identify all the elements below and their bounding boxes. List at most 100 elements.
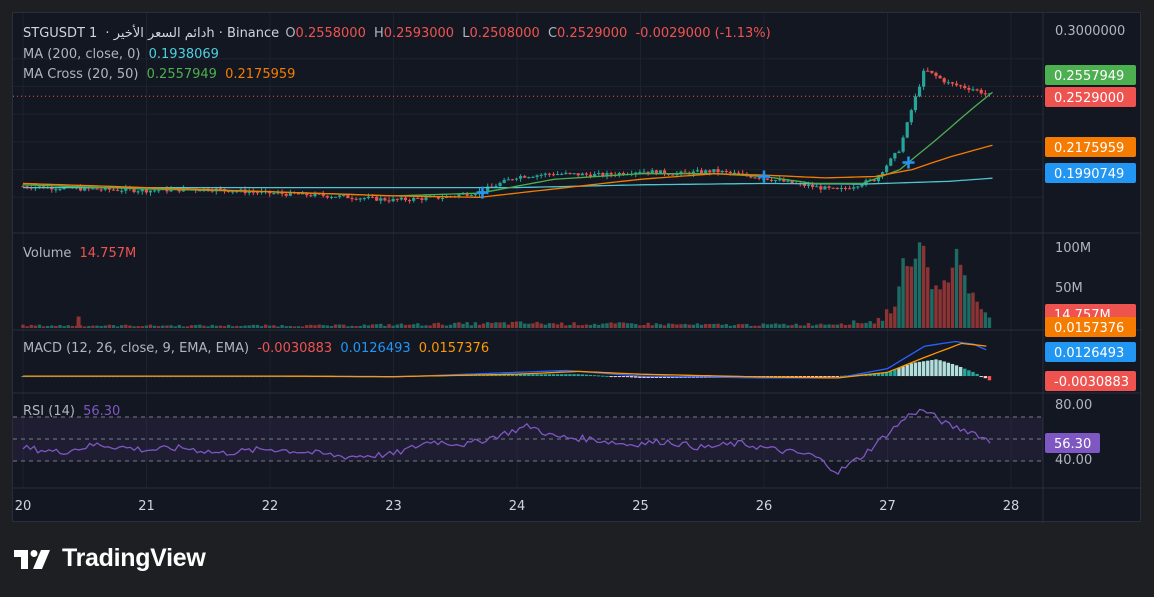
volume-bar — [370, 324, 375, 328]
volume-bar — [181, 326, 186, 328]
macd-histogram-bar — [617, 376, 622, 378]
candle-body — [498, 182, 502, 186]
volume-bar — [605, 323, 609, 328]
volume-bar — [317, 324, 321, 328]
candle-body — [609, 173, 613, 175]
volume-bar — [436, 322, 441, 328]
macd-histogram-bar — [815, 376, 819, 378]
ma200-value: 0.1938069 — [148, 47, 219, 62]
rsi-badge: 56.30 — [1054, 437, 1091, 452]
macd-histogram-bar — [638, 376, 642, 378]
volume-bar — [41, 326, 46, 328]
volume-bar — [157, 326, 161, 328]
macd-histogram-bar — [971, 371, 975, 377]
candle-body — [823, 186, 827, 190]
macd-histogram-bar — [584, 374, 589, 377]
volume-bar — [25, 326, 29, 328]
macd-histogram-bar — [605, 375, 609, 377]
macd-histogram-bar — [654, 376, 659, 378]
volume-bar — [432, 323, 436, 328]
candle-body — [728, 171, 732, 173]
candle-body — [169, 189, 173, 192]
volume-bar — [358, 325, 362, 328]
macd-histogram-bar — [560, 374, 564, 377]
candle-body — [58, 189, 62, 191]
macd-histogram-bar — [942, 361, 946, 377]
tradingview-logo[interactable]: TradingView — [14, 544, 206, 573]
volume-bar — [712, 323, 716, 328]
volume-bar — [876, 317, 881, 328]
candle-body — [959, 85, 963, 87]
volume-bar — [601, 323, 605, 328]
candle-body — [83, 187, 87, 191]
rsi-axis-tick: 40.00 — [1055, 453, 1092, 468]
volume-bar — [683, 323, 687, 328]
volume-bar — [169, 325, 173, 328]
candle-body — [942, 78, 946, 83]
volume-bar — [337, 324, 342, 328]
volume-bar — [288, 326, 293, 328]
candle-body — [457, 194, 461, 197]
macd-histogram-bar — [650, 376, 654, 378]
candle-body — [551, 174, 556, 176]
candle-body — [683, 171, 687, 173]
volume-bar — [276, 326, 280, 328]
volume-bar — [440, 324, 445, 328]
macd-legend[interactable]: MACD (12, 26, close, 9, EMA, EMA) -0.003… — [23, 341, 493, 356]
macd-histogram-bar — [893, 369, 897, 377]
slow-ma-badge-bg — [1045, 137, 1136, 157]
candle-body — [790, 180, 794, 184]
interval-label[interactable]: 1 — [89, 26, 98, 41]
candle-body — [568, 172, 572, 174]
candle-body — [893, 152, 897, 159]
candle-body — [773, 180, 778, 182]
candle-body — [560, 173, 564, 175]
candle-body — [486, 186, 490, 192]
volume-bar — [539, 323, 543, 328]
main-legend: STGUSDT 1 · دائم السعر الأخيرh · Binance … — [23, 26, 775, 41]
brand-name: TradingView — [62, 544, 206, 572]
volume-bar — [124, 324, 128, 328]
time-axis-tick: 24 — [509, 499, 526, 514]
ma-cross-legend[interactable]: MA Cross (20, 50) 0.2557949 0.2175959 — [23, 67, 299, 82]
volume-bar — [954, 248, 959, 328]
ma-cross-fast-value: 0.2557949 — [146, 67, 217, 82]
volume-bar — [70, 326, 75, 328]
candle-body — [523, 176, 527, 178]
candle-body — [605, 173, 609, 177]
volume-bar — [617, 322, 622, 328]
volume-bar — [909, 266, 914, 328]
volume-bar — [625, 323, 630, 328]
candle-body — [983, 93, 987, 95]
candle-body — [37, 186, 42, 188]
volume-legend[interactable]: Volume 14.757M — [23, 246, 140, 261]
candle-body — [889, 158, 893, 166]
macd-histogram-bar — [551, 374, 556, 377]
candle-body — [975, 89, 979, 91]
volume-bar — [76, 316, 81, 328]
volume-bar — [58, 325, 62, 328]
macd-histogram-bar — [555, 374, 560, 377]
volume-bar — [740, 324, 745, 328]
ma200-legend[interactable]: MA (200, close, 0) 0.1938069 — [23, 47, 223, 62]
volume-bar — [963, 275, 967, 328]
chart-canvas[interactable]: 0.3000000 100M 50M 80.00 40.00 20 21 22 23 24 25 26… — [13, 13, 1142, 523]
volume-bar — [958, 264, 963, 328]
symbol-label[interactable]: STGUSDT — [23, 26, 85, 41]
candle-body — [917, 86, 922, 97]
candle-body — [354, 198, 358, 200]
macd-histogram-bar — [802, 376, 807, 378]
macd-histogram-bar — [926, 360, 930, 377]
macd-line-badge-bg — [1045, 342, 1136, 362]
volume-bar — [268, 325, 272, 328]
volume-bar — [547, 323, 552, 328]
candle-body — [338, 195, 342, 197]
candle-body — [547, 173, 552, 175]
volume-bar — [839, 323, 844, 328]
volume-bar — [379, 323, 383, 328]
ma-cross-label: MA Cross (20, 50) — [23, 67, 139, 82]
rsi-legend[interactable]: RSI (14) 56.30 — [23, 404, 124, 419]
volume-bar — [975, 301, 979, 328]
volume-bar — [905, 266, 909, 328]
candle-body — [897, 151, 901, 153]
